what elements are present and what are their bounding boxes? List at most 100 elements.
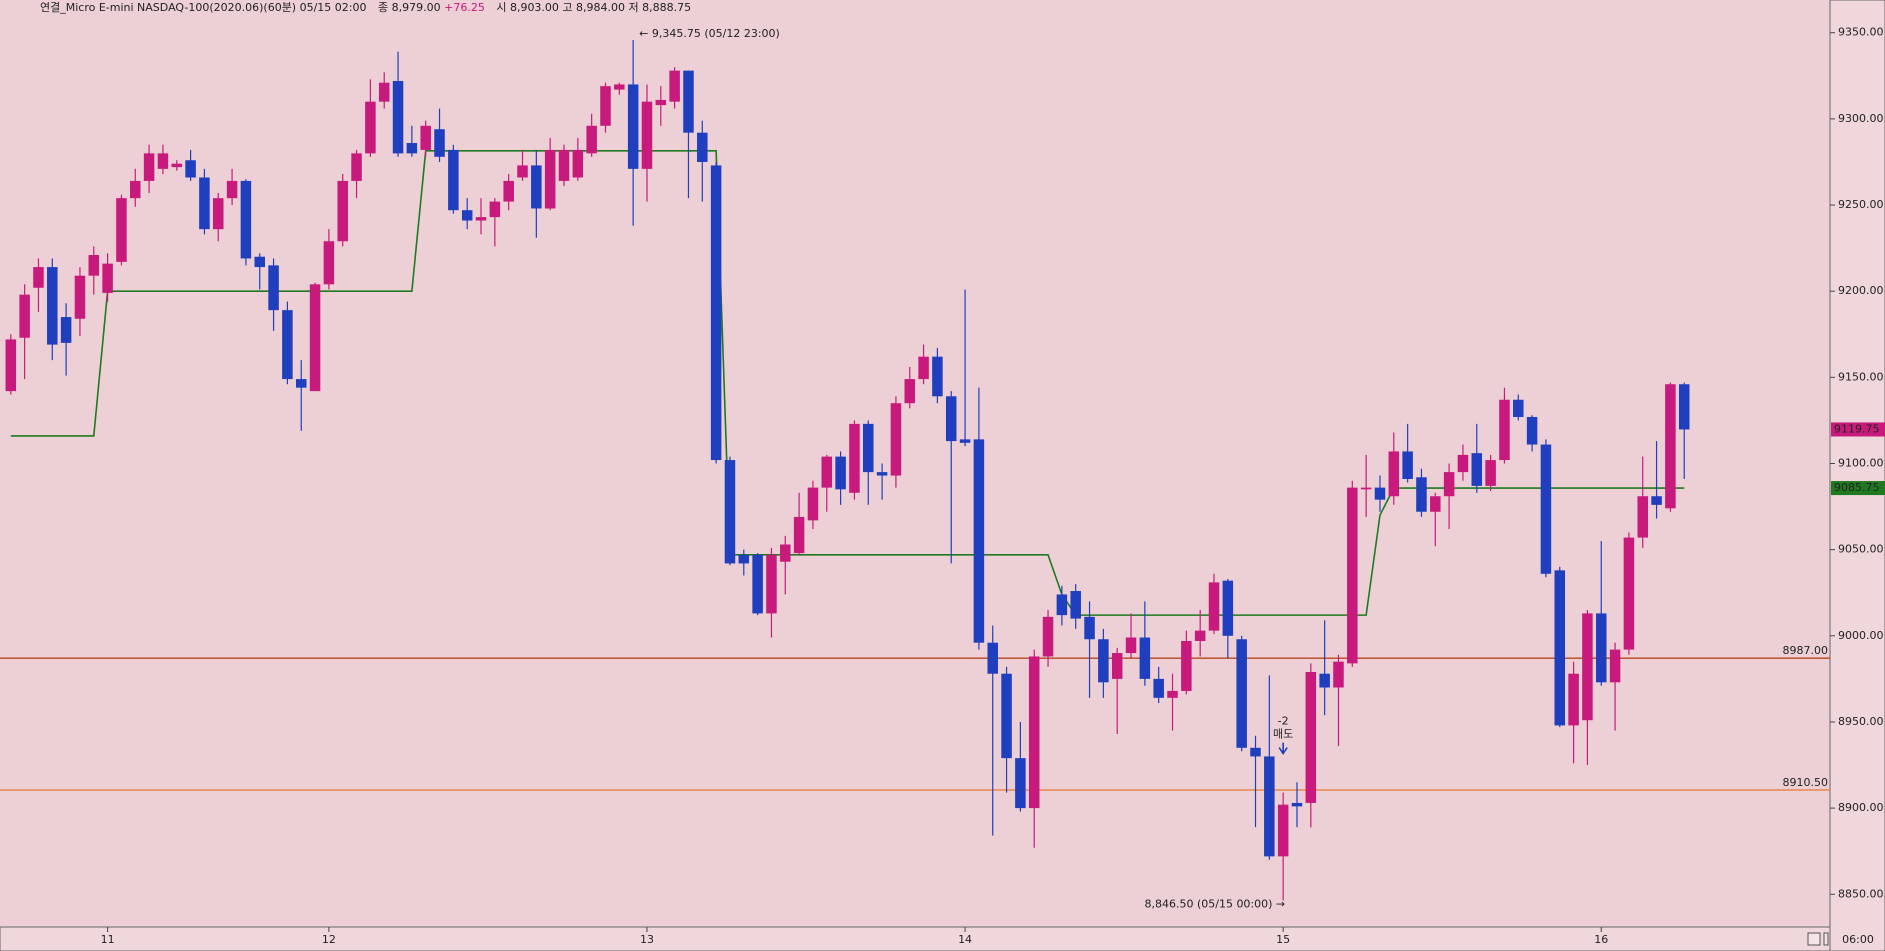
candle-body bbox=[1360, 487, 1372, 490]
candle-body bbox=[517, 165, 528, 178]
candle-body bbox=[1623, 537, 1635, 650]
y-tick-label: 9200.00 bbox=[1838, 284, 1884, 297]
candle-body bbox=[780, 544, 791, 562]
candle-body bbox=[1526, 416, 1538, 445]
time-label: 06:00 bbox=[1842, 933, 1874, 946]
candle-body bbox=[697, 132, 708, 162]
header-name: 연결_Micro E-mini NASDAQ-100(2020.06)(60분)… bbox=[40, 1, 367, 14]
candle-body bbox=[19, 294, 30, 338]
candle-body bbox=[143, 153, 155, 181]
candle-body bbox=[295, 379, 307, 388]
time-axis bbox=[0, 926, 1831, 951]
candle-body bbox=[641, 101, 653, 169]
candle-body bbox=[1568, 673, 1579, 726]
candle-body bbox=[1194, 630, 1206, 641]
plot-area bbox=[0, 0, 1830, 927]
candle-body bbox=[807, 487, 819, 521]
x-tick-label: 12 bbox=[322, 933, 336, 946]
candle-body bbox=[74, 275, 86, 319]
candle-body bbox=[1222, 580, 1234, 636]
candle-body bbox=[1139, 637, 1151, 679]
scroll-icon[interactable] bbox=[1823, 932, 1829, 946]
candle-body bbox=[503, 180, 514, 202]
x-tick-label: 15 bbox=[1276, 933, 1290, 946]
candle-body bbox=[88, 255, 100, 276]
candle-body bbox=[863, 423, 874, 473]
candle-body bbox=[5, 339, 17, 392]
candle-body bbox=[378, 82, 390, 102]
x-tick-label: 13 bbox=[640, 933, 654, 946]
line-label: 9085.75 bbox=[1834, 481, 1880, 494]
candle-body bbox=[475, 217, 487, 221]
candle-body bbox=[1070, 591, 1081, 619]
candle-body bbox=[47, 267, 58, 345]
candle-body bbox=[1540, 444, 1552, 574]
candle-body bbox=[1277, 804, 1289, 857]
candle-body bbox=[489, 201, 501, 218]
high-annotation: ← 9,345.75 (05/12 23:00) bbox=[639, 27, 780, 40]
candle-body bbox=[461, 210, 473, 221]
candle-body bbox=[406, 143, 418, 154]
y-tick-label: 9150.00 bbox=[1838, 370, 1884, 383]
candle-body bbox=[337, 180, 348, 242]
candle-body bbox=[1333, 661, 1344, 688]
candle-body bbox=[1678, 384, 1690, 430]
candle-body bbox=[1208, 582, 1220, 631]
zoom-icon[interactable] bbox=[1807, 932, 1821, 946]
candle-body bbox=[932, 356, 943, 397]
candle-body bbox=[1001, 673, 1012, 759]
candle-body bbox=[1181, 640, 1192, 691]
candle-body bbox=[1443, 472, 1455, 497]
candle-body bbox=[544, 149, 556, 209]
candle-body bbox=[600, 86, 611, 126]
candle-body bbox=[323, 241, 335, 285]
candle-body bbox=[1513, 399, 1524, 417]
candle-body bbox=[420, 125, 431, 150]
candle-body bbox=[738, 554, 750, 564]
y-tick-label: 9250.00 bbox=[1838, 198, 1884, 211]
stop-line bbox=[10, 149, 1685, 616]
candle-body bbox=[655, 99, 667, 106]
x-tick-label: 14 bbox=[958, 933, 972, 946]
candle-body bbox=[392, 80, 404, 154]
y-tick-label: 9100.00 bbox=[1838, 457, 1884, 470]
header-close: 종 8,979.00 bbox=[378, 1, 441, 14]
candle-body bbox=[1305, 671, 1317, 803]
line-label-bg bbox=[1831, 481, 1885, 496]
candle-body bbox=[1319, 673, 1330, 688]
candle-body bbox=[1111, 653, 1123, 679]
candle-body bbox=[1056, 594, 1068, 616]
candle-body bbox=[1402, 451, 1413, 480]
candle-body bbox=[102, 263, 113, 293]
candle-body bbox=[945, 396, 957, 442]
candle-body bbox=[1153, 678, 1164, 698]
header: 연결_Micro E-mini NASDAQ-100(2020.06)(60분)… bbox=[40, 1, 691, 14]
candle-body bbox=[448, 149, 459, 211]
price-level-label: 8910.50 bbox=[1783, 776, 1829, 789]
candle-body bbox=[1430, 496, 1441, 512]
candle-body bbox=[1485, 460, 1496, 486]
candle-body bbox=[586, 125, 597, 154]
candle-body bbox=[918, 356, 929, 380]
candle-body bbox=[890, 403, 902, 476]
candle-body bbox=[1471, 453, 1483, 486]
low-annotation: 8,846.50 (05/15 00:00) → bbox=[1144, 897, 1285, 910]
candle-body bbox=[724, 460, 736, 564]
signal-label: 매도 bbox=[1273, 728, 1293, 741]
x-tick-label: 16 bbox=[1594, 933, 1608, 946]
candle-body bbox=[60, 317, 72, 343]
candle-body bbox=[1098, 639, 1109, 683]
candle-body bbox=[669, 70, 680, 102]
y-tick-label: 8950.00 bbox=[1838, 715, 1884, 728]
candle-body bbox=[1554, 570, 1566, 726]
candle-body bbox=[1651, 496, 1662, 505]
header-change: +76.25 bbox=[444, 1, 485, 14]
candle-body bbox=[627, 84, 639, 169]
candle-body bbox=[33, 267, 44, 288]
y-tick-label: 9000.00 bbox=[1838, 629, 1884, 642]
y-tick-label: 9350.00 bbox=[1838, 26, 1884, 39]
candle-body bbox=[1595, 613, 1607, 683]
candle-body bbox=[904, 379, 916, 404]
